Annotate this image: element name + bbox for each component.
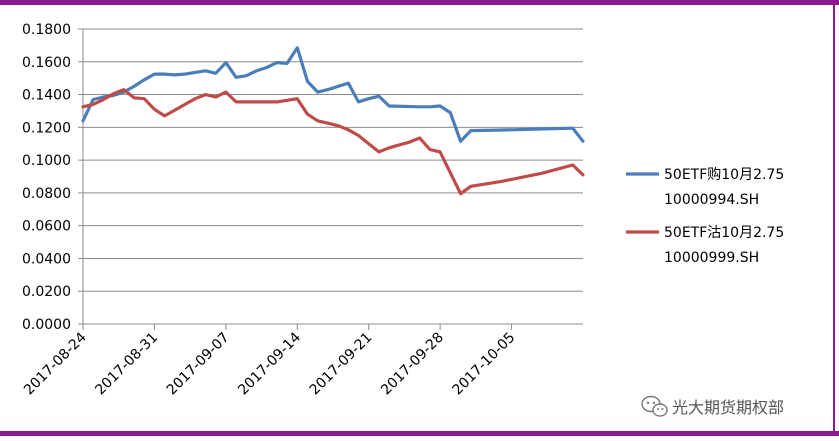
series-lines: [81, 46, 585, 196]
watermark: 光大期货期权部: [641, 395, 784, 417]
legend: 50ETF购10月2.75 10000994.SH 50ETF沽10月2.75 100…: [626, 167, 784, 266]
y-tick-label: 0.0400: [22, 251, 71, 267]
legend-label-2: 50ETF沽10月2.75: [664, 225, 784, 241]
y-tick-label: 0.0000: [22, 317, 71, 333]
top-border: [0, 0, 839, 5]
legend-label-1: 10000994.SH: [664, 192, 759, 208]
x-tick-label: 2017-09-28: [378, 330, 447, 399]
wechat-icon: [641, 395, 668, 417]
legend-label-2: 10000999.SH: [664, 250, 759, 266]
gridlines: [83, 28, 583, 292]
y-tick-label: 0.0200: [22, 284, 71, 300]
y-tick-label: 0.0800: [22, 186, 71, 202]
x-tick-label: 2017-08-24: [21, 329, 90, 398]
axes: [78, 28, 583, 330]
right-border: [833, 0, 835, 436]
bottom-border: [0, 431, 839, 436]
x-tick-labels: 2017-08-24 2017-08-31 2017-09-07 2017-09-14…: [21, 329, 518, 398]
watermark-text: 光大期货期权部: [672, 398, 784, 417]
x-tick-label: 2017-08-31: [92, 330, 161, 399]
x-tick-label: 2017-09-21: [307, 330, 376, 399]
y-tick-labels: 0.0000 0.0200 0.0400 0.0600 0.0800 0.1000 0.12…: [22, 22, 71, 333]
y-tick-label: 0.0600: [22, 219, 71, 235]
y-tick-label: 0.1600: [22, 55, 71, 71]
x-tick-label: 2017-09-07: [164, 330, 233, 399]
series-line-2: [81, 87, 585, 196]
y-tick-label: 0.1200: [22, 120, 71, 136]
y-tick-label: 0.1800: [22, 22, 71, 38]
legend-label-1: 50ETF购10月2.75: [664, 167, 784, 183]
x-tick-label: 2017-09-14: [235, 329, 304, 398]
series-line-1: [81, 46, 585, 143]
y-tick-label: 0.1400: [22, 88, 71, 104]
x-tick-label: 2017-10-05: [450, 330, 519, 399]
y-tick-label: 0.1000: [22, 153, 71, 169]
